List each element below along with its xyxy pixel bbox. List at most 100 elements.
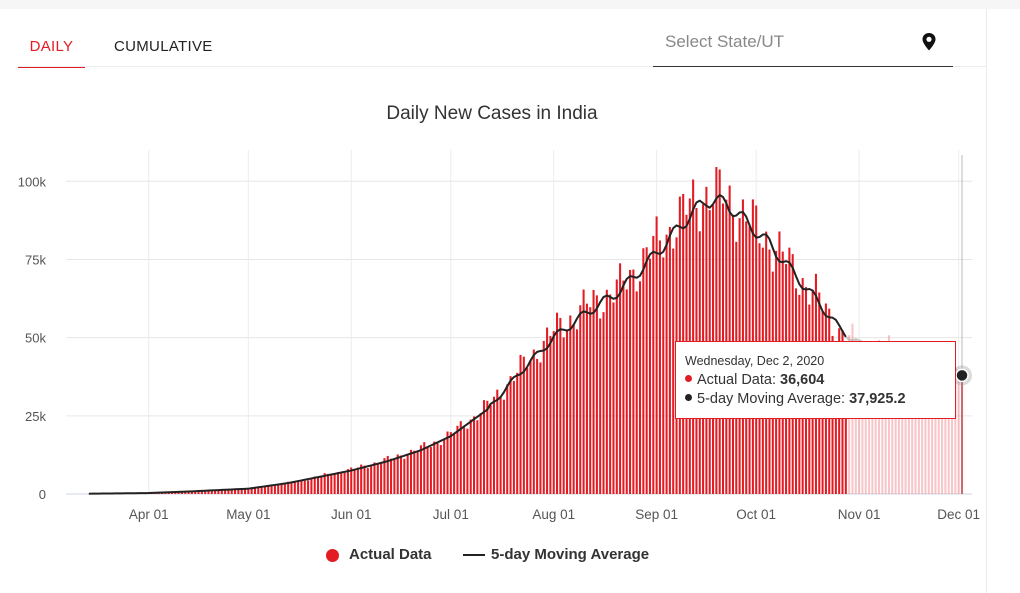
bar — [443, 440, 446, 494]
bar — [250, 487, 253, 494]
moving-average-legend-icon[interactable] — [463, 554, 485, 556]
bar — [672, 248, 675, 494]
tab-cumulative[interactable]: CUMULATIVE — [114, 38, 213, 55]
bar — [615, 279, 618, 494]
bar — [200, 490, 203, 494]
y-tick-label: 75k — [25, 252, 46, 267]
bar — [536, 358, 539, 494]
bar — [941, 359, 944, 494]
bar — [881, 352, 884, 494]
bar — [868, 360, 871, 494]
bar — [197, 490, 200, 494]
bar — [489, 405, 492, 494]
bar — [459, 421, 462, 494]
bar — [509, 376, 512, 494]
tooltip-actual-value: 36,604 — [780, 372, 825, 388]
bar — [194, 490, 197, 494]
bar — [957, 379, 960, 494]
bar — [635, 291, 638, 494]
bar — [728, 185, 731, 495]
bar — [595, 295, 598, 494]
bar — [87, 493, 91, 495]
bar — [658, 240, 661, 494]
bar — [277, 484, 280, 494]
bar — [263, 485, 266, 494]
tooltip-average-label: 5-day Moving Average: — [697, 391, 850, 407]
bar — [350, 467, 353, 494]
bar — [954, 372, 957, 494]
bar — [904, 358, 907, 494]
bar — [589, 307, 592, 494]
bar — [629, 269, 632, 494]
bar — [492, 396, 495, 494]
bar — [592, 290, 595, 494]
bar — [546, 327, 549, 494]
bar — [399, 455, 403, 494]
bar — [565, 331, 569, 494]
bar — [897, 355, 900, 494]
actual-dot-icon — [685, 374, 692, 382]
bar — [224, 489, 227, 494]
bar — [330, 475, 333, 494]
right-scroll-gutter — [986, 9, 1020, 593]
state-select-placeholder: Select State/UT — [665, 32, 785, 51]
top-strip — [0, 0, 1020, 9]
bar — [429, 447, 432, 494]
bar — [575, 329, 578, 494]
bar — [585, 303, 588, 494]
tab-daily[interactable]: DAILY — [18, 28, 85, 68]
bar — [502, 399, 505, 494]
actual-data-legend-icon[interactable] — [326, 549, 339, 562]
bar — [648, 258, 652, 494]
bar — [370, 465, 373, 494]
bar — [227, 488, 230, 494]
map-pin-icon[interactable] — [921, 32, 937, 52]
bar — [473, 416, 476, 494]
bar — [934, 367, 937, 494]
legend-actual-data[interactable]: Actual Data — [349, 546, 432, 563]
bar — [366, 468, 369, 494]
bar — [439, 445, 442, 494]
x-tick-label: Apr 01 — [129, 507, 169, 522]
bar — [665, 234, 668, 494]
x-tick-label: Jun 01 — [331, 507, 372, 522]
bar — [599, 318, 602, 494]
bar — [380, 463, 383, 494]
bar — [871, 362, 874, 494]
bar — [230, 489, 233, 494]
x-tick-label: Jul 01 — [433, 507, 469, 522]
x-tick-label: May 01 — [226, 507, 270, 522]
legend-moving-average[interactable]: 5-day Moving Average — [491, 546, 650, 563]
tooltip-actual-label: Actual Data: — [697, 372, 781, 388]
bar — [419, 445, 422, 494]
hover-marker — [952, 155, 972, 494]
bar — [642, 248, 645, 494]
state-select[interactable]: Select State/UT — [653, 26, 953, 67]
bar — [466, 428, 469, 494]
bar — [496, 389, 499, 494]
bar — [426, 446, 429, 494]
x-axis: Apr 01 May 01 Jun 01 Jul 01 Aug 01 Sep 01 Oct … — [129, 507, 980, 522]
bar — [373, 462, 376, 494]
bar — [326, 473, 330, 494]
bar — [506, 384, 509, 494]
bar — [300, 479, 303, 494]
bar — [609, 294, 612, 494]
moving-average-line — [88, 194, 847, 495]
bar — [552, 331, 555, 494]
bar — [911, 344, 914, 494]
bar — [569, 315, 572, 494]
bar — [214, 489, 217, 494]
y-axis: 0 25k 50k 75k 100k — [18, 174, 47, 502]
y-tick-label: 100k — [18, 174, 47, 189]
tooltip-average-value: 37,925.2 — [849, 391, 906, 407]
bar — [486, 400, 489, 494]
bar — [605, 289, 608, 494]
bar — [479, 413, 482, 494]
bar — [273, 484, 276, 494]
bar — [542, 340, 545, 494]
bar — [559, 317, 562, 494]
bar — [267, 486, 270, 494]
bar — [562, 337, 565, 494]
bar — [668, 226, 671, 494]
